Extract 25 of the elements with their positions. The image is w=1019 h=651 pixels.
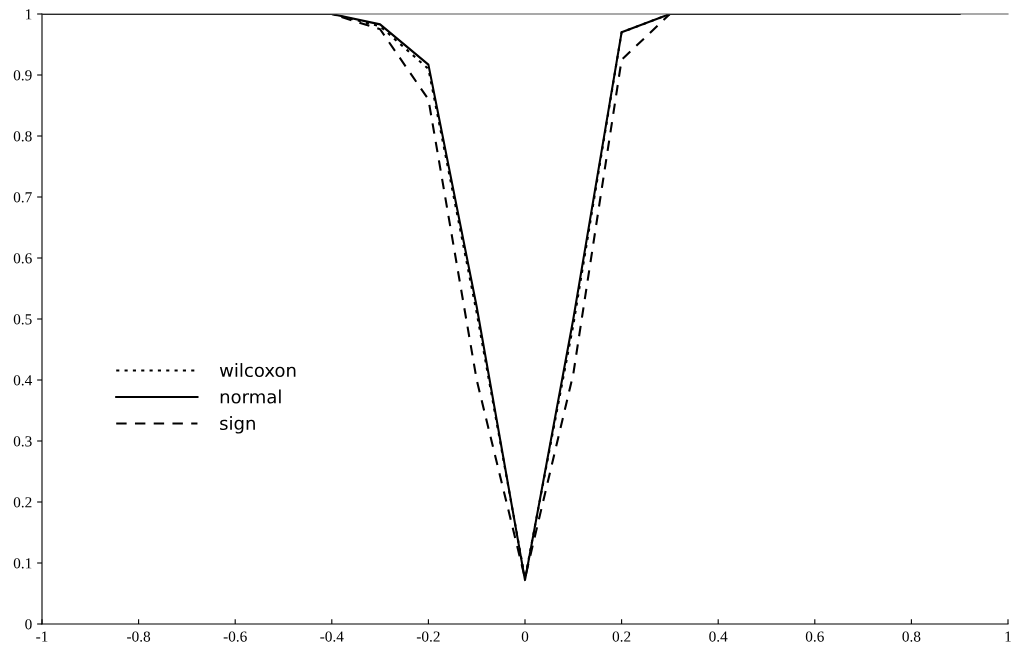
x-tick-label: -0.6 <box>223 631 247 642</box>
y-tick-label: 0.8 <box>13 131 32 142</box>
legend-label: sign <box>220 416 255 434</box>
y-tick-label: 0.3 <box>13 436 32 447</box>
y-tick-label: 0.9 <box>13 70 32 81</box>
x-tick-label: 1 <box>1005 631 1011 642</box>
legend-label: normal <box>220 389 281 404</box>
x-tick-label: 0.2 <box>612 631 631 642</box>
x-tick-label: -0.2 <box>416 631 440 642</box>
x-tick-label: -0.8 <box>127 631 151 642</box>
y-tick-label: 1 <box>25 9 32 20</box>
legend-label: wilcoxon <box>219 363 296 378</box>
y-tick-label: 0.4 <box>13 375 33 386</box>
x-tick-label: 0 <box>521 631 529 642</box>
x-tick-label: 0.4 <box>709 631 728 642</box>
y-tick-label: 0 <box>25 619 32 630</box>
y-tick-label: 0.5 <box>13 314 32 325</box>
x-tick-label: -0.4 <box>320 631 344 642</box>
y-tick-label: 0.7 <box>13 192 32 203</box>
y-tick-label: 0.6 <box>13 253 32 264</box>
x-tick-label: -1 <box>36 631 48 642</box>
x-tick-label: 0.6 <box>805 631 824 642</box>
y-tick-label: 0.1 <box>13 558 32 569</box>
x-tick-label: 0.8 <box>902 631 921 642</box>
y-tick-label: 0.2 <box>13 497 32 508</box>
